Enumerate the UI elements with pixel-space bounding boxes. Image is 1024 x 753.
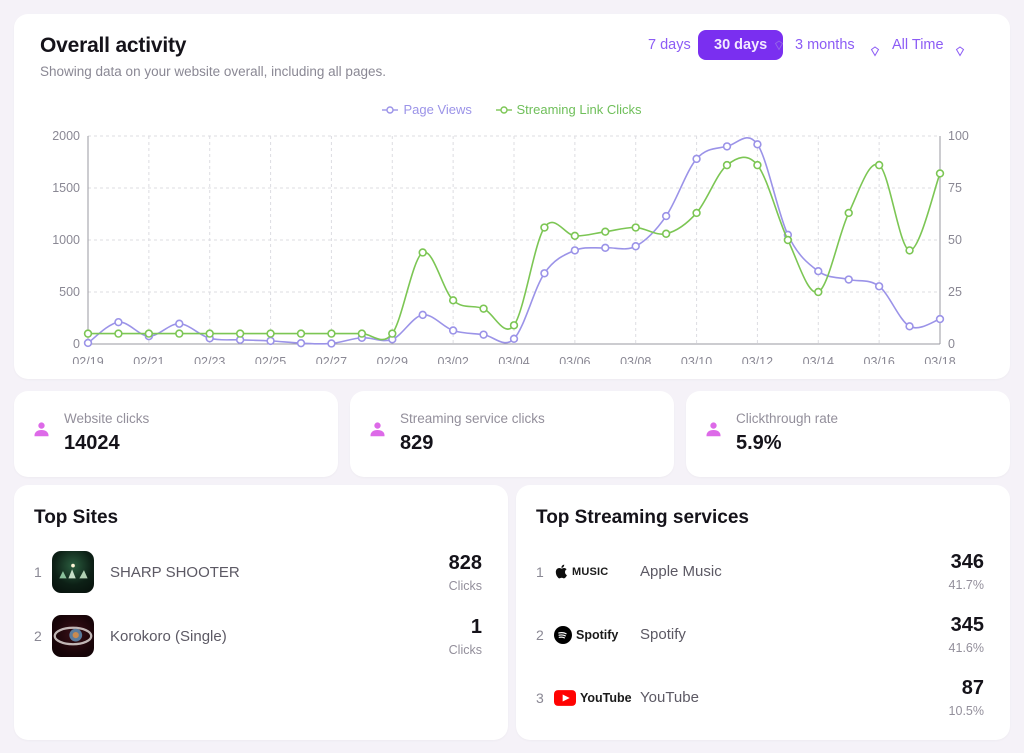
svg-text:02/21: 02/21 <box>133 355 164 364</box>
svg-text:50: 50 <box>948 233 962 247</box>
svg-text:02/19: 02/19 <box>72 355 103 364</box>
svg-text:02/29: 02/29 <box>377 355 408 364</box>
svg-text:03/02: 03/02 <box>438 355 469 364</box>
svg-text:03/16: 03/16 <box>864 355 895 364</box>
svg-text:1500: 1500 <box>52 181 80 195</box>
svg-text:03/04: 03/04 <box>498 355 529 364</box>
svg-text:1000: 1000 <box>52 233 80 247</box>
svg-text:100: 100 <box>948 129 969 143</box>
svg-text:03/06: 03/06 <box>559 355 590 364</box>
svg-text:03/14: 03/14 <box>803 355 834 364</box>
svg-text:2000: 2000 <box>52 129 80 143</box>
svg-text:0: 0 <box>73 337 80 351</box>
svg-text:03/08: 03/08 <box>620 355 651 364</box>
svg-text:02/27: 02/27 <box>316 355 347 364</box>
svg-text:0: 0 <box>948 337 955 351</box>
svg-text:03/18: 03/18 <box>924 355 955 364</box>
svg-text:25: 25 <box>948 285 962 299</box>
svg-text:02/25: 02/25 <box>255 355 286 364</box>
svg-text:75: 75 <box>948 181 962 195</box>
svg-text:02/23: 02/23 <box>194 355 225 364</box>
svg-text:500: 500 <box>59 285 80 299</box>
svg-text:03/12: 03/12 <box>742 355 773 364</box>
svg-text:03/10: 03/10 <box>681 355 712 364</box>
